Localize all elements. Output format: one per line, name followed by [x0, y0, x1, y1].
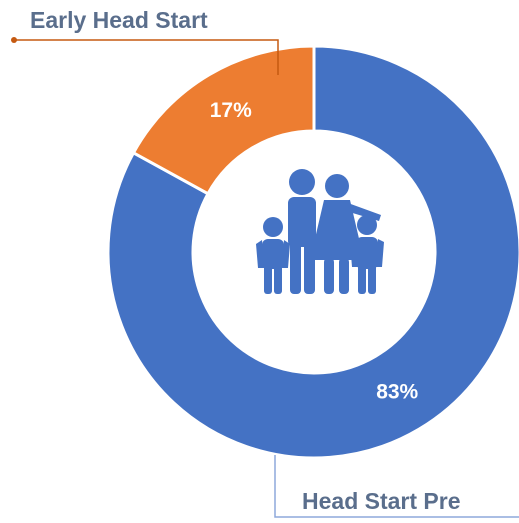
leader-line [14, 39, 279, 75]
category-label: Early Head Start [30, 7, 208, 33]
donut: 83% 17% Head Start Pre Early Head Start [11, 7, 519, 518]
donut-segment [106, 44, 519, 460]
leader-line [274, 455, 519, 518]
data-label: 83% [376, 380, 418, 403]
leader-dot [11, 37, 17, 43]
data-label: 17% [210, 99, 252, 122]
category-label: Head Start Pre [302, 488, 461, 514]
family-icon [256, 169, 384, 294]
donut-segment [131, 44, 316, 196]
